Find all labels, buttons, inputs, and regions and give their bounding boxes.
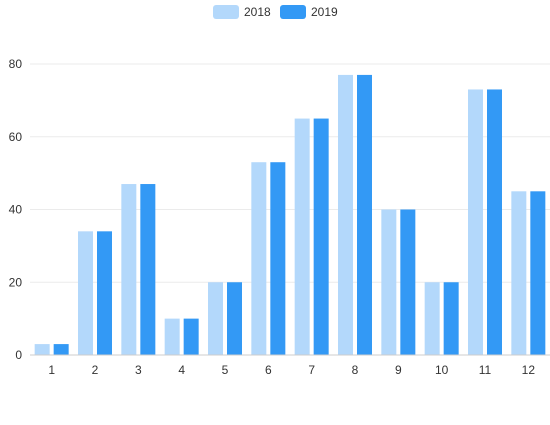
bar-2018-4[interactable] bbox=[164, 318, 180, 355]
bar-2019-3[interactable] bbox=[140, 184, 156, 355]
bar-2018-7[interactable] bbox=[294, 118, 310, 355]
bar-2018-9[interactable] bbox=[381, 209, 397, 356]
legend[interactable]: 2018 2019 bbox=[213, 5, 338, 19]
x-tick-label-7: 7 bbox=[308, 363, 315, 377]
bar-2018-5[interactable] bbox=[208, 282, 223, 355]
y-axis: 0 20 40 60 80 bbox=[9, 57, 23, 362]
x-axis: 1 2 3 4 5 6 7 8 9 10 11 12 bbox=[30, 354, 550, 377]
x-tick-label-3: 3 bbox=[135, 363, 142, 377]
y-tick-label-80: 80 bbox=[9, 57, 23, 71]
legend-swatch-2019[interactable] bbox=[280, 5, 306, 19]
x-tick-label-9: 9 bbox=[395, 363, 402, 377]
bar-2019-2[interactable] bbox=[97, 231, 112, 355]
bar-2019-8[interactable] bbox=[357, 74, 372, 355]
x-tick-label-10: 10 bbox=[435, 363, 449, 377]
x-tick-label-2: 2 bbox=[92, 363, 99, 377]
x-tick-label-4: 4 bbox=[178, 363, 185, 377]
legend-swatch-2018[interactable] bbox=[213, 5, 239, 19]
bar-2019-12[interactable] bbox=[530, 191, 546, 355]
x-tick-label-6: 6 bbox=[265, 363, 272, 377]
x-tick-label-12: 12 bbox=[522, 363, 536, 377]
y-tick-label-60: 60 bbox=[9, 130, 23, 144]
bar-2019-5[interactable] bbox=[227, 282, 242, 355]
x-tick-label-1: 1 bbox=[48, 363, 55, 377]
legend-label-2019[interactable]: 2019 bbox=[311, 5, 338, 19]
x-tick-label-5: 5 bbox=[222, 363, 229, 377]
bar-2019-7[interactable] bbox=[313, 118, 329, 355]
x-tick-label-8: 8 bbox=[352, 363, 359, 377]
bar-2019-4[interactable] bbox=[183, 318, 199, 355]
y-tick-label-20: 20 bbox=[9, 275, 23, 289]
bar-2019-6[interactable] bbox=[270, 162, 286, 355]
bar-2018-2[interactable] bbox=[78, 231, 93, 355]
bar-2018-10[interactable] bbox=[424, 282, 440, 355]
legend-label-2018[interactable]: 2018 bbox=[244, 5, 271, 19]
bar-2018-3[interactable] bbox=[121, 184, 137, 355]
bar-2018-1[interactable] bbox=[34, 344, 50, 355]
y-tick-label-0: 0 bbox=[15, 348, 22, 362]
bar-2018-6[interactable] bbox=[251, 162, 267, 355]
bar-2019-1[interactable] bbox=[53, 344, 69, 355]
y-tick-label-40: 40 bbox=[9, 203, 23, 217]
bar-2019-11[interactable] bbox=[487, 89, 502, 356]
bar-2018-12[interactable] bbox=[511, 191, 527, 355]
gridlines bbox=[30, 63, 550, 283]
bar-2019-9[interactable] bbox=[400, 209, 416, 356]
bar-2018-11[interactable] bbox=[468, 89, 483, 356]
x-tick-label-11: 11 bbox=[479, 363, 492, 377]
bar-2018-8[interactable] bbox=[338, 74, 353, 355]
bars[interactable] bbox=[34, 74, 546, 356]
bar-2019-10[interactable] bbox=[443, 282, 459, 355]
